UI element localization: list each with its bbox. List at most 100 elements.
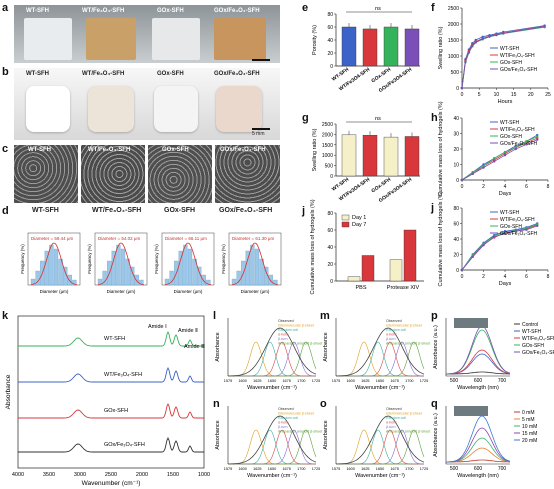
data-point [471, 172, 474, 175]
x-tick-label: 1650 [376, 379, 384, 383]
spectrum-label: GOx/Fe₃O₄-SFH [104, 442, 145, 448]
x-tick-label: 2500 [105, 472, 117, 478]
legend-label: 15 mM [522, 431, 537, 437]
sample-label-goxfe: GOx/Fe₃O₄-SFH [214, 8, 260, 14]
legend-label: WT/Fe₃O₄-SFH [500, 127, 535, 133]
legend-label: α-helix [278, 421, 289, 425]
y-tick-label: 20 [327, 262, 333, 268]
sem-label-goxfe: GOx/Fe₃O₄-SFH [220, 147, 266, 153]
tube-photo [454, 406, 488, 416]
ns-label: ns [375, 6, 381, 12]
legend-label: Observed [386, 407, 402, 411]
panel-label-g: g [302, 112, 309, 124]
x-tick-label: 600 [474, 466, 483, 472]
hist-bar [120, 248, 126, 286]
x-tick-label: 1700 [405, 467, 413, 471]
y-axis-label: Absorbance [323, 332, 329, 361]
data-point [493, 235, 496, 238]
legend-label: Random coil [278, 328, 298, 332]
panel-label-d: d [2, 205, 9, 217]
series-line [461, 223, 538, 271]
x-tick-label: 6 [525, 274, 528, 280]
bar [341, 134, 357, 177]
x-tick-label: 1725 [312, 467, 320, 471]
panel-b-photo: WT-SFH WT/Fe₃O₄-SFH GOx-SFH GOx/Fe₃O₄-SF… [14, 68, 280, 140]
x-tick-label: 1000 [198, 472, 210, 478]
diameter-label: Diameter = 54.02 μm [98, 236, 140, 241]
legend-label: α-helix [386, 421, 397, 425]
bar [389, 259, 403, 282]
data-point [536, 138, 539, 141]
y-tick-label: 40 [327, 245, 333, 251]
absorbance-curve [445, 427, 511, 463]
sem-gox [148, 145, 212, 203]
x-tick-label: 1700 [297, 467, 305, 471]
y-axis-label: Cumulative mass loss of hydrogels (%) [310, 199, 316, 294]
legend-label: GOx/Fe₃O₄-SFH [500, 231, 538, 237]
y-tick-label: 80 [453, 206, 459, 212]
x-tick-label: 1675 [282, 379, 290, 383]
data-point [460, 86, 464, 90]
x-tick-label: 1575 [224, 467, 232, 471]
y-tick-label: 10 [453, 163, 459, 169]
x-axis-label: Hours [498, 99, 513, 105]
data-point [493, 157, 496, 160]
y-tick-label: 1500 [322, 143, 333, 149]
hist-bar [268, 274, 273, 286]
hist-bar [273, 279, 278, 286]
data-point [493, 160, 496, 163]
data-point [460, 268, 464, 272]
legend-label: GOx-SFH [500, 224, 522, 230]
data-point [464, 60, 467, 63]
bar [361, 255, 375, 282]
y-tick-label: 1000 [322, 153, 333, 159]
x-tick-label: 0 [461, 184, 464, 190]
hist-bar [116, 244, 121, 286]
x-tick-label: 6 [525, 184, 528, 190]
y-axis-label: Frequency (%) [154, 244, 159, 274]
hydrogel-goxfe [216, 86, 262, 132]
y-tick-label: 2000 [322, 132, 333, 138]
legend-label: GOx/Fe₃O₄-SFH [500, 141, 538, 147]
legend-label: WT/Fe₃O₄-SFH [500, 217, 535, 223]
hist-bar [250, 244, 255, 286]
x-tick-label: 1600 [346, 379, 354, 383]
series-line [461, 223, 538, 271]
legend-label: 0 mM [522, 410, 535, 416]
panel-label-j: j [302, 205, 306, 217]
data-point [481, 37, 484, 41]
panel-label-n: n [213, 398, 220, 410]
panel-a-photo: WT-SFH WT/Fe₃O₄-SFH GOx-SFH GOx/Fe₃O₄-SF… [14, 5, 280, 63]
hist-title-wtfe: WT/Fe₃O₄-SFH [92, 207, 142, 214]
y-axis-label: Absorbance [323, 420, 329, 449]
absorbance-curve [446, 459, 510, 463]
fit-component [228, 341, 317, 377]
spectrum-label: WT-SFH [104, 336, 125, 342]
fit-component [336, 429, 425, 465]
series-line [461, 225, 538, 271]
data-point [525, 143, 528, 146]
series-line [461, 136, 538, 181]
legend-label: Day 7 [352, 222, 366, 228]
x-tick-label: 1650 [268, 467, 276, 471]
x-tick-label: 1575 [224, 379, 232, 383]
amide-label: Amide Ⅱ [178, 328, 198, 334]
hist-title-gox: GOx-SFH [164, 207, 196, 214]
hist-bar [139, 279, 144, 286]
data-point [474, 41, 477, 44]
y-tick-label: 1000 [448, 54, 459, 60]
legend-label: α-helix [278, 333, 289, 337]
data-point [503, 154, 507, 157]
hist-bar [111, 250, 116, 286]
tube-photo [454, 318, 488, 328]
y-tick-label: 0 [456, 86, 459, 92]
ns-label: ns [375, 116, 381, 122]
y-tick-label: 20 [453, 253, 459, 259]
y-axis-label: Cumulative mass loss of hydrogels (%) [438, 101, 444, 196]
absorbance-curve [446, 371, 510, 375]
hist-bar [35, 270, 40, 286]
bar [383, 136, 399, 177]
hist-bar [169, 270, 174, 286]
hist-bar [254, 248, 260, 286]
x-axis-label: Wavelength (nm) [457, 385, 499, 391]
